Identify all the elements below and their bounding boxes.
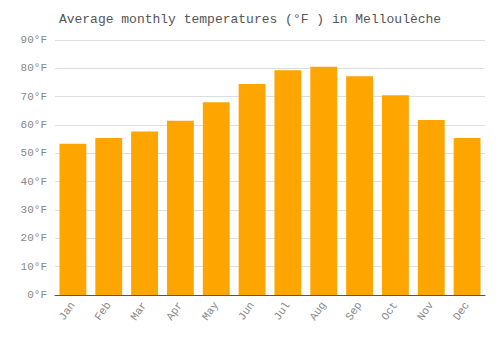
svg-text:Mar: Mar [128,300,149,323]
svg-text:90°F: 90°F [21,34,47,46]
svg-text:May: May [200,299,221,322]
svg-text:Oct: Oct [379,300,400,323]
svg-text:10°F: 10°F [21,261,47,273]
svg-text:60°F: 60°F [21,119,47,131]
svg-text:Jan: Jan [57,300,78,323]
svg-text:Jun: Jun [236,300,257,323]
svg-text:30°F: 30°F [21,204,47,216]
svg-text:Average monthly temperatures (: Average monthly temperatures (°F ) in Me… [59,12,441,27]
svg-text:0°F: 0°F [27,289,47,301]
svg-text:Nov: Nov [415,299,436,322]
svg-text:Feb: Feb [92,300,113,323]
svg-text:20°F: 20°F [21,232,47,244]
svg-text:50°F: 50°F [21,147,47,159]
svg-text:Aug: Aug [307,300,328,323]
svg-text:Apr: Apr [164,300,185,323]
svg-text:Sep: Sep [343,300,364,323]
svg-text:70°F: 70°F [21,91,47,103]
svg-text:Jul: Jul [272,300,293,323]
svg-text:Dec: Dec [451,300,472,323]
svg-text:80°F: 80°F [21,62,47,74]
svg-text:40°F: 40°F [21,176,47,188]
